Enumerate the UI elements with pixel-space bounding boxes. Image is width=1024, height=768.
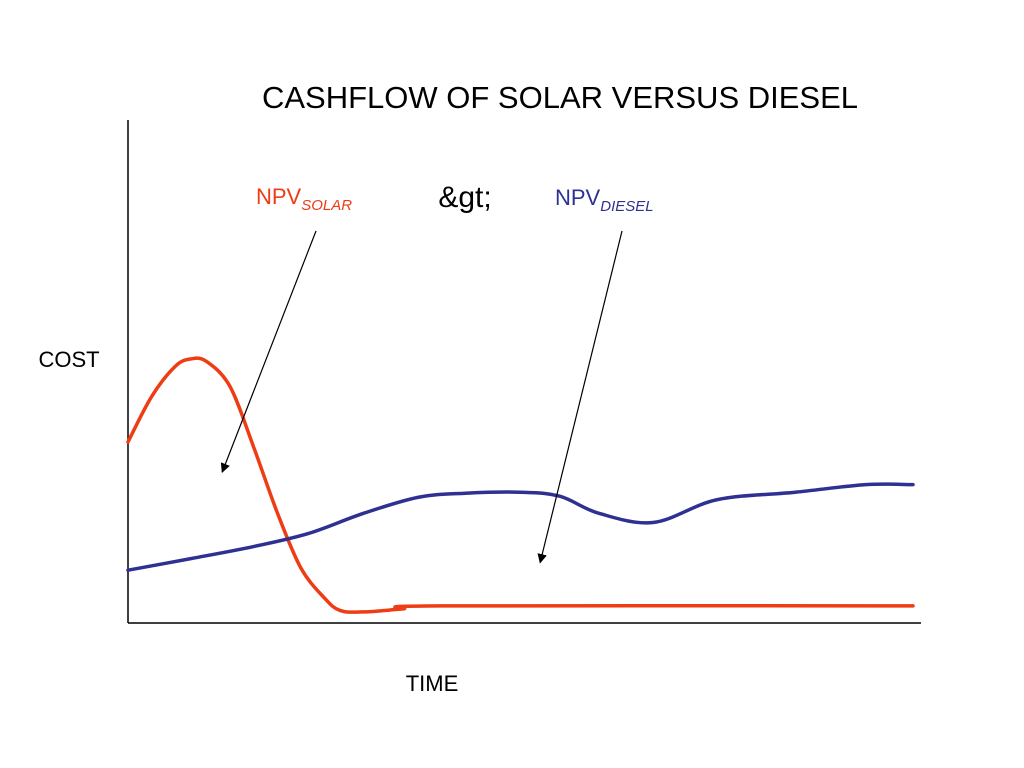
- npv-diesel-label: NPVDIESEL: [555, 185, 654, 215]
- npv-diesel-subscript: DIESEL: [600, 198, 653, 215]
- npv-diesel-main: NPV: [555, 185, 601, 210]
- y-axis-label: COST: [38, 347, 99, 372]
- x-axis-label: TIME: [406, 671, 459, 696]
- comparison-sign: &gt;: [438, 181, 491, 214]
- npv-diesel-arrow: [537, 230, 623, 564]
- series-line-diesel: [126, 482, 915, 572]
- npv-solar-subscript: SOLAR: [301, 197, 352, 214]
- series-layer: [126, 356, 915, 614]
- series-line-solar: [126, 356, 915, 614]
- npv-solar-main: NPV: [256, 184, 302, 209]
- npv-solar-arrow: [220, 230, 317, 473]
- chart-title: CASHFLOW OF SOLAR VERSUS DIESEL: [262, 80, 858, 115]
- npv-solar-label: NPVSOLAR: [256, 184, 352, 214]
